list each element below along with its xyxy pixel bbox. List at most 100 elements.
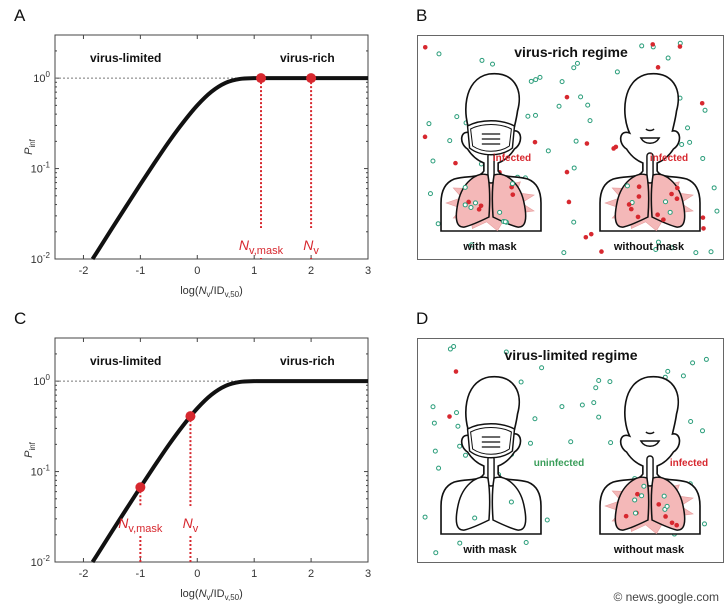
- virus-particle-green: [703, 356, 709, 362]
- virus-particle-green: [457, 540, 463, 546]
- y-tick-exponent: -1: [43, 161, 51, 170]
- virus-particle-red: [636, 194, 642, 199]
- virus-particle-green: [607, 379, 613, 385]
- virus-particle-green: [422, 514, 428, 520]
- virus-particle-red: [476, 207, 482, 212]
- virus-particle-green: [451, 344, 457, 350]
- virus-particle-green: [571, 65, 577, 71]
- virus-particle-green: [435, 221, 441, 227]
- y-tick-base: 10: [31, 164, 43, 176]
- regime-label-virus-limited: virus-limited: [90, 354, 161, 368]
- virus-particle-green: [472, 515, 478, 521]
- virus-particle-green: [447, 138, 453, 144]
- plot-area: [54, 337, 369, 563]
- y-tick-label: 100: [33, 373, 50, 388]
- virus-particle-green: [665, 55, 671, 61]
- x-tick-label: 3: [365, 265, 371, 277]
- marker-point: [306, 73, 317, 84]
- trachea: [646, 455, 654, 487]
- virus-particle-red: [466, 199, 472, 205]
- virus-particle-green: [462, 202, 468, 208]
- virus-particle-green: [561, 250, 567, 256]
- virus-particle-red: [564, 169, 570, 175]
- virus-particle-green: [454, 410, 460, 416]
- status-without-mask: infected: [650, 153, 688, 164]
- panel-label-d: D: [416, 309, 429, 328]
- panel-label-c: C: [14, 309, 27, 328]
- virus-particle-green: [632, 510, 639, 516]
- person-without-mask: [599, 72, 701, 232]
- virus-particle-green: [430, 404, 436, 410]
- virus-particle-green: [528, 78, 534, 84]
- regime-label-virus-rich: virus-rich: [280, 354, 335, 368]
- virus-particle-green: [587, 118, 593, 124]
- virus-particle-green: [528, 440, 534, 446]
- virus-particle-green: [432, 448, 438, 454]
- virus-particle-green: [454, 114, 460, 120]
- virus-particle-red: [701, 226, 706, 231]
- virus-particle-green: [544, 517, 550, 523]
- point-label: Nv: [303, 237, 319, 257]
- x-axis-label: log(Nv/IDv,50): [180, 588, 243, 602]
- status-with-mask: infected: [493, 153, 531, 164]
- virus-particle-red: [583, 234, 589, 240]
- y-tick-base: 10: [33, 73, 45, 85]
- y-tick-exponent: -2: [43, 554, 51, 563]
- right-lung: [650, 476, 686, 531]
- virus-particle-red: [677, 44, 683, 49]
- y-axis-label: Pinf: [23, 138, 37, 155]
- person-without-mask: [599, 375, 701, 535]
- y-axis-label: Pinf: [23, 441, 37, 458]
- x-tick-label: -1: [135, 265, 145, 277]
- point-label: Nv,mask: [239, 237, 284, 257]
- y-tick-label: 10-2: [31, 554, 51, 569]
- infection-probability-curve: [90, 76, 369, 261]
- virus-particle-red: [510, 192, 516, 197]
- virus-particle-red: [584, 141, 590, 146]
- virus-particle-green: [479, 57, 485, 63]
- virus-particle-red: [599, 249, 604, 254]
- face-mask: [466, 423, 516, 459]
- virus-particle-green: [662, 199, 669, 205]
- virus-particle-green: [556, 103, 562, 109]
- x-tick-label: -1: [135, 568, 145, 580]
- virus-particle-red: [700, 215, 706, 220]
- y-tick-base: 10: [31, 557, 43, 569]
- virus-particle-red: [564, 94, 570, 100]
- x-tick-label: -2: [79, 568, 89, 580]
- virus-particle-green: [426, 121, 432, 127]
- virus-particle-red: [674, 196, 680, 201]
- virus-particle-green: [568, 439, 574, 445]
- people: [440, 375, 701, 535]
- left-lung: [455, 476, 491, 531]
- virus-particle-green: [457, 443, 463, 449]
- caption-with-mask: with mask: [462, 241, 517, 253]
- nose: [645, 431, 655, 435]
- virus-particle-green: [573, 138, 579, 144]
- x-tick-label: 0: [194, 568, 200, 580]
- virus-particle-green: [579, 402, 585, 408]
- y-tick-exponent: -1: [43, 464, 51, 473]
- right-lung: [491, 476, 527, 531]
- virus-particle-green: [559, 404, 565, 410]
- virus-particle-red: [663, 514, 668, 519]
- virus-particle-green: [680, 373, 686, 379]
- virus-particle-red: [674, 522, 680, 528]
- virus-particle-red: [613, 144, 619, 150]
- mouth: [639, 137, 661, 144]
- virus-particle-green: [578, 94, 584, 100]
- x-tick-label: -2: [79, 265, 89, 277]
- virus-particle-green: [427, 191, 433, 197]
- virus-particle-green: [596, 377, 602, 383]
- marker-point: [135, 482, 146, 493]
- face-mask-inner: [470, 124, 512, 152]
- virus-particle-green: [702, 107, 708, 113]
- virus-particle-green: [653, 247, 659, 253]
- virus-particle-green: [624, 183, 630, 189]
- virus-particle-green: [685, 125, 691, 131]
- virus-particle-green: [497, 209, 503, 215]
- virus-particle-green: [545, 148, 551, 154]
- virus-particle-green: [532, 112, 538, 118]
- virus-particle-green: [714, 208, 720, 214]
- virus-particle-green: [641, 483, 647, 489]
